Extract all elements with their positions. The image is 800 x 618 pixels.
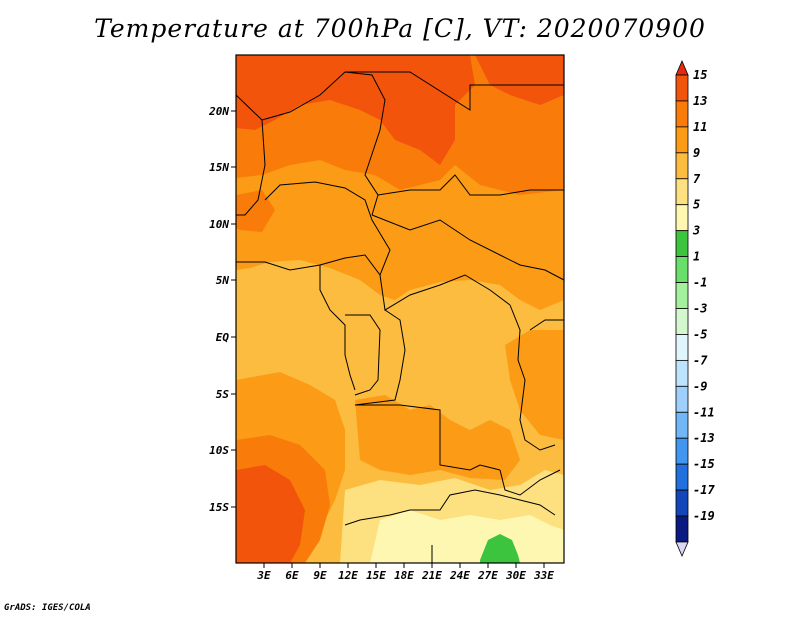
field-13-15-ne: [475, 55, 564, 105]
lon-label: 12E: [338, 569, 358, 582]
legend-label: -3: [693, 302, 707, 316]
legend-label: -13: [693, 431, 715, 445]
legend-swatch: [675, 256, 689, 283]
map-frame: [235, 54, 565, 564]
color-legend: 15 13 11 9 7 5 3 1 -1 -3 -5 -7 -9 -11 -13 -15 -17 -19: [675, 59, 715, 558]
legend-swatch: [675, 463, 689, 491]
lon-label: 18E: [394, 569, 414, 582]
legend-swatch: [675, 204, 689, 232]
lat-label: 10S: [209, 444, 229, 457]
field-13-15-sw: [236, 465, 305, 563]
country-borders: [236, 71, 564, 563]
legend-swatch: [675, 308, 689, 335]
lat-label: 10N: [209, 218, 229, 231]
lon-label: 15E: [366, 569, 386, 582]
legend-label: 7: [693, 172, 701, 186]
lat-label: EQ: [216, 331, 230, 344]
field-11-13-w: [236, 190, 275, 232]
field-1-3: [480, 534, 520, 563]
legend-swatch: [675, 334, 689, 361]
field-9-11-central: [355, 395, 520, 480]
credit-text: GrADS: IGES/COLA: [4, 603, 91, 613]
field-9-11-east: [505, 330, 564, 440]
legend-label: -9: [693, 379, 707, 393]
legend-label: -1: [693, 276, 707, 290]
legend-swatch: [675, 489, 689, 517]
legend-swatch: [675, 178, 689, 206]
lon-label: 33E: [533, 569, 554, 582]
legend-arrow-top: [675, 59, 689, 76]
legend-label: -7: [693, 353, 708, 367]
lat-label: 5N: [216, 274, 230, 287]
legend-label: -11: [693, 405, 715, 419]
legend-swatch: [675, 359, 689, 387]
legend-label: -19: [693, 509, 715, 523]
lat-label: 20N: [208, 105, 229, 118]
legend-label: 1: [693, 250, 700, 264]
legend-label: 15: [693, 68, 707, 82]
legend-swatch: [675, 411, 689, 439]
lon-axis: 3E 6E 9E 12E 15E 18E 21E 24E 27E 30E 33E: [256, 563, 554, 582]
legend-swatch: [675, 282, 689, 309]
legend-label: 9: [693, 146, 700, 160]
lat-label: 5S: [216, 388, 230, 401]
field-13-15: [236, 55, 475, 165]
lat-label: 15S: [209, 501, 229, 514]
lon-label: 30E: [505, 569, 526, 582]
legend-label: -5: [693, 327, 707, 341]
legend-swatch: [675, 126, 689, 154]
legend-label: -15: [693, 457, 715, 471]
legend-label: 11: [693, 120, 707, 134]
chart-title: Temperature at 700hPa [C], VT: 202007090…: [94, 14, 706, 43]
legend-swatch: [675, 230, 689, 258]
lon-label: 27E: [477, 569, 498, 582]
legend-swatch: [675, 437, 689, 465]
legend-label: -17: [693, 483, 715, 497]
legend-swatch: [675, 100, 689, 128]
legend-swatch: [675, 152, 689, 180]
lon-label: 3E: [256, 569, 271, 582]
temperature-field: [236, 55, 564, 563]
legend-swatch: [675, 74, 689, 102]
legend-label: 5: [693, 198, 700, 212]
legend-swatch: [675, 515, 689, 543]
lon-label: 24E: [449, 569, 470, 582]
lon-label: 21E: [421, 569, 442, 582]
lon-label: 6E: [285, 569, 299, 582]
legend-label: 3: [692, 224, 700, 238]
lon-label: 9E: [313, 569, 327, 582]
legend-swatch: [675, 385, 689, 413]
lat-axis: 20N 15N 10N 5N EQ 5S 10S 15S: [208, 105, 236, 514]
legend-label: 13: [693, 94, 707, 108]
lat-label: 15N: [209, 161, 229, 174]
field-3-5: [370, 510, 564, 563]
legend-arrow-bottom: [675, 541, 689, 558]
